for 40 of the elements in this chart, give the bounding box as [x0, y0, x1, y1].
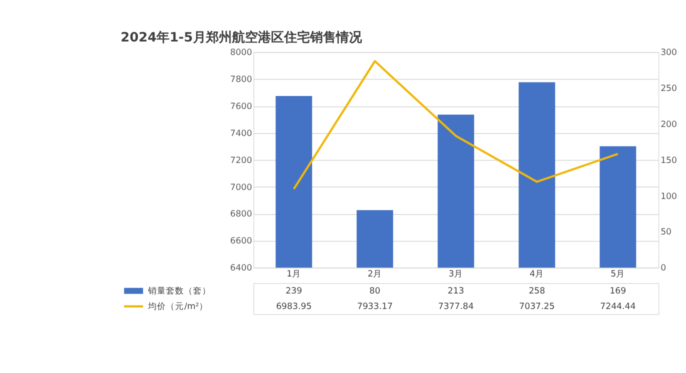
y-tick-label: 8000: [230, 48, 252, 58]
y2-tick-label: 100: [660, 192, 678, 202]
data-label: 239: [286, 286, 302, 296]
y2-tick-label: 250: [660, 84, 678, 94]
y2-tick-label: 0: [660, 264, 666, 274]
y-tick-label: 7800: [230, 75, 252, 86]
line-series: [292, 60, 619, 190]
bar: [356, 210, 394, 268]
x-tick-label: 5月: [610, 270, 626, 280]
data-label: 7244.44: [600, 302, 636, 312]
data-label: 258: [528, 286, 546, 296]
data-label: 169: [610, 286, 626, 296]
x-tick-label: 2月: [368, 270, 382, 280]
y2-tick-label: 50: [660, 228, 672, 238]
y-tick-label: 7600: [230, 102, 252, 112]
y2-tick-label: 300: [660, 48, 678, 58]
bar: [600, 146, 636, 268]
data-label: 213: [448, 286, 464, 296]
data-label: 7037.25: [519, 302, 555, 312]
y2-tick-label: 200: [660, 120, 678, 130]
data-label: 80: [369, 286, 380, 296]
data-label: 6983.95: [276, 302, 312, 312]
y2-tick-label: 150: [660, 156, 678, 166]
y-tick-label: 7400: [230, 128, 252, 139]
x-tick-label: 3月: [448, 270, 464, 280]
y-tick-label: 6400: [230, 264, 252, 274]
y-tick-label: 6800: [230, 210, 252, 220]
data-label: 7933.17: [357, 302, 393, 312]
y-tick-label: 6600: [230, 236, 252, 247]
data-label: 7377.84: [438, 302, 474, 312]
x-tick-label: 4月: [530, 270, 544, 280]
y-tick-label: 7000: [230, 182, 252, 193]
bar: [438, 114, 474, 268]
chart-title: 2024年1-5月郑州航空港区住宅销售情况: [120, 29, 363, 46]
legend-label: 均价（元/m²）: [147, 300, 208, 312]
y-tick-label: 7200: [230, 156, 252, 166]
legend-label: 销量套数（套）: [147, 285, 212, 296]
bar: [518, 82, 556, 268]
x-tick-label: 1月: [286, 270, 302, 280]
bar: [276, 96, 312, 268]
